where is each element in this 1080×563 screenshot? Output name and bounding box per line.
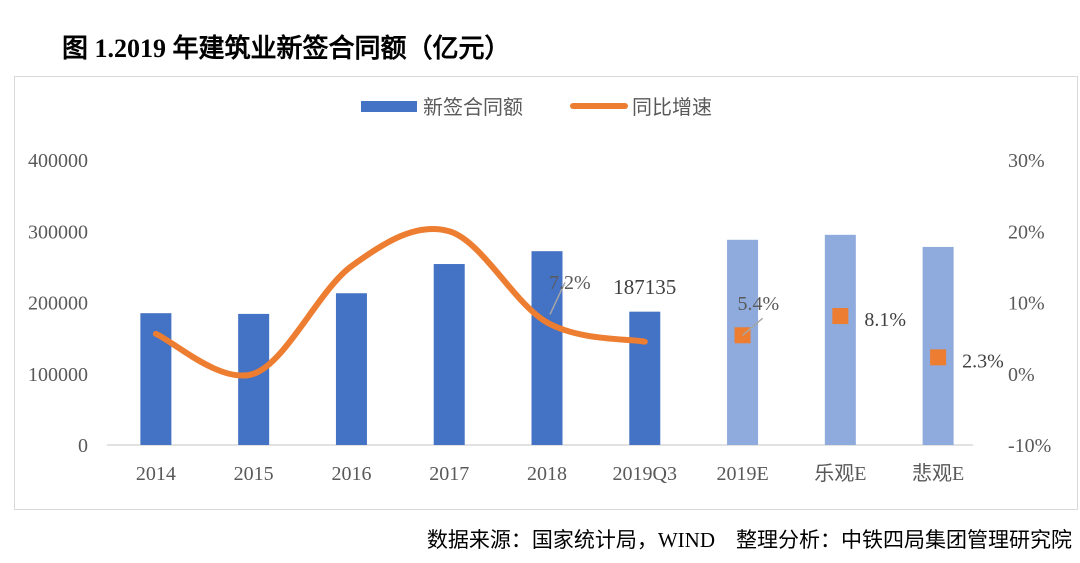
data-label: 8.1% <box>864 309 906 331</box>
data-label: 187135 <box>613 275 676 299</box>
left-tick-label: 400000 <box>28 150 88 172</box>
right-tick-label: 10% <box>1008 293 1045 315</box>
right-tick-label: 30% <box>1008 150 1045 172</box>
x-tick-label: 悲观E <box>912 462 964 485</box>
bar-2015 <box>238 313 270 445</box>
bar-乐观E <box>824 234 856 445</box>
data-label: 5.4% <box>738 293 780 315</box>
bar-悲观E <box>922 246 954 445</box>
legend-bar-swatch <box>361 101 417 112</box>
data-label: 7.2% <box>549 272 591 294</box>
chart-title: 图 1.2019 年建筑业新签合同额（亿元） <box>62 34 511 63</box>
x-tick-label: 乐观E <box>814 462 866 485</box>
x-tick-label: 2019E <box>716 463 768 485</box>
legend-label: 同比增速 <box>632 96 712 119</box>
x-tick-label: 2014 <box>136 463 176 485</box>
x-tick-label: 2019Q3 <box>613 463 677 485</box>
x-tick-label: 2016 <box>331 463 371 485</box>
source-note: 数据来源：国家统计局，WIND 整理分析：中铁四局集团管理研究院 <box>426 528 1072 552</box>
leader-line <box>742 317 764 336</box>
left-tick-label: 100000 <box>28 364 88 386</box>
bar-2017 <box>433 264 465 445</box>
data-label: 2.3% <box>962 350 1004 372</box>
growth-line <box>152 225 648 379</box>
forecast-marker-悲观E <box>930 349 947 366</box>
x-tick-label: 2018 <box>527 463 567 485</box>
bar-2016 <box>335 293 367 445</box>
right-tick-label: -10% <box>1008 435 1051 457</box>
legend-label: 新签合同额 <box>423 96 523 119</box>
bar-2019Q3 <box>629 311 661 445</box>
forecast-marker-乐观E <box>832 308 849 325</box>
x-tick-label: 2015 <box>234 463 274 485</box>
x-tick-label: 2017 <box>429 463 469 485</box>
left-tick-label: 0 <box>78 435 88 457</box>
bar-2018 <box>531 251 563 445</box>
right-tick-label: 0% <box>1008 364 1035 386</box>
chart-frame <box>14 76 1078 510</box>
left-tick-label: 300000 <box>28 221 88 243</box>
right-tick-label: 20% <box>1008 221 1045 243</box>
leader-line <box>549 282 566 315</box>
left-tick-label: 200000 <box>28 293 88 315</box>
